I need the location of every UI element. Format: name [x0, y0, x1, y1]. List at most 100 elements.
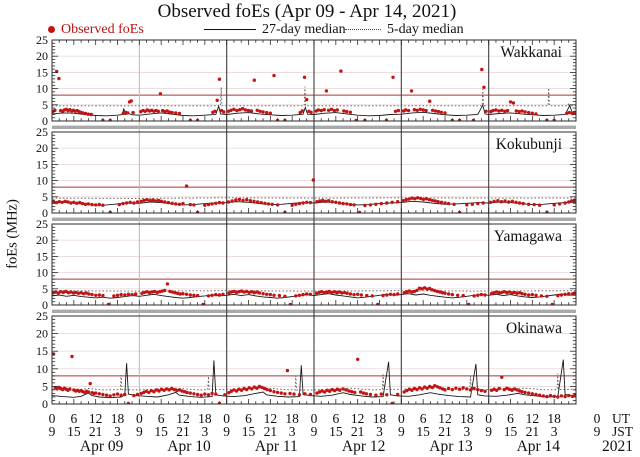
y-tick-label: 0	[42, 298, 48, 312]
observed-dot	[417, 386, 422, 390]
ut-tick-label: 18	[460, 411, 474, 426]
observed-dot	[88, 381, 92, 386]
observed-dot	[422, 286, 427, 290]
observed-dot	[527, 293, 531, 297]
observed-dot	[491, 108, 495, 113]
median27-curve	[52, 359, 576, 399]
observed-dot	[563, 201, 567, 205]
observed-dot	[272, 390, 276, 394]
observed-dot	[341, 201, 345, 206]
observed-dot	[86, 112, 91, 116]
observed-dot	[124, 201, 129, 205]
observed-dot	[552, 203, 556, 207]
observed-dot	[301, 201, 305, 205]
observed-dot	[112, 393, 116, 397]
y-tick-label: 5	[42, 98, 48, 112]
observed-dot	[184, 292, 189, 296]
observed-dot	[520, 390, 524, 394]
observed-dot	[188, 391, 192, 395]
observed-dot	[130, 292, 134, 297]
observed-dot	[142, 290, 147, 295]
y-tick-label: 10	[36, 174, 48, 188]
observed-dot	[495, 388, 499, 392]
observed-dot	[177, 111, 182, 116]
observed-dot	[217, 77, 222, 81]
y-tick-label: 5	[42, 282, 48, 296]
observed-dot	[407, 289, 411, 293]
observed-dot	[66, 200, 70, 204]
ut-tick-label: 12	[526, 411, 540, 426]
observed-dot	[358, 390, 363, 394]
observed-dot	[404, 108, 408, 112]
observed-dot	[405, 388, 409, 393]
station-label: Wakkanai	[500, 44, 562, 61]
observed-dot	[497, 291, 501, 295]
observed-dot	[424, 197, 429, 201]
median27-curve	[52, 293, 576, 299]
observed-dot	[497, 386, 501, 391]
observed-dot	[332, 108, 337, 113]
ut-tick-label: 12	[351, 411, 365, 426]
observed-dot	[556, 395, 560, 399]
observed-dot	[145, 198, 149, 202]
observed-dot	[192, 203, 196, 207]
observed-dot	[337, 201, 342, 205]
observed-dot	[249, 109, 254, 113]
observed-dot	[530, 111, 534, 115]
observed-dot	[162, 388, 166, 392]
observed-dot	[527, 391, 531, 395]
observed-dot	[203, 392, 207, 396]
observed-dot	[363, 203, 367, 208]
observed-dot	[340, 291, 344, 295]
observed-dot	[348, 292, 353, 296]
observed-dot	[573, 291, 576, 295]
observed-dot	[427, 198, 432, 202]
y-tick-label: 0	[42, 114, 48, 128]
y-tick-label: 20	[36, 49, 48, 63]
observed-dot	[499, 200, 504, 204]
observed-dot	[534, 392, 538, 397]
observed-dot	[108, 394, 112, 398]
observed-dot	[154, 388, 159, 392]
observed-dot	[288, 302, 292, 305]
observed-dot	[508, 100, 513, 104]
observed-dot	[300, 109, 305, 113]
observed-dot	[392, 292, 396, 297]
jst-tick-label: 9	[136, 424, 143, 439]
observed-dot	[456, 293, 460, 297]
ut-unit-label: UT	[612, 411, 631, 426]
jst-tick-label: 15	[154, 424, 168, 439]
jst-tick-label: 21	[89, 424, 103, 439]
observed-dot	[144, 389, 148, 393]
jst-tick-label: 9	[594, 424, 601, 439]
observed-dot	[158, 92, 163, 96]
observed-dot	[56, 291, 60, 295]
observed-dot	[290, 203, 294, 207]
observed-dot	[177, 202, 182, 206]
observed-dot	[261, 292, 265, 296]
observed-dot	[148, 199, 152, 203]
observed-dot	[74, 290, 78, 295]
median5-curve	[52, 197, 576, 199]
observed-dot	[428, 99, 432, 103]
observed-dot	[428, 286, 432, 291]
observed-dot	[180, 389, 184, 393]
observed-dot	[468, 388, 473, 392]
observed-dot	[230, 199, 234, 203]
observed-dot	[223, 393, 227, 397]
observed-dot	[364, 392, 369, 396]
ut-tick-label: 6	[332, 411, 339, 426]
observed-dot	[534, 112, 538, 116]
observed-dot	[97, 293, 102, 297]
observed-dot	[305, 97, 309, 102]
observed-dot	[319, 108, 323, 113]
observed-dot	[156, 198, 161, 203]
date-label: Apr 10	[167, 438, 211, 455]
ut-tick-label: 0	[311, 411, 318, 426]
y-tick-label: 10	[36, 82, 48, 96]
jst-tick-label: 9	[223, 424, 230, 439]
ut-tick-label: 6	[420, 411, 427, 426]
ut-tick-label: 0	[49, 411, 56, 426]
